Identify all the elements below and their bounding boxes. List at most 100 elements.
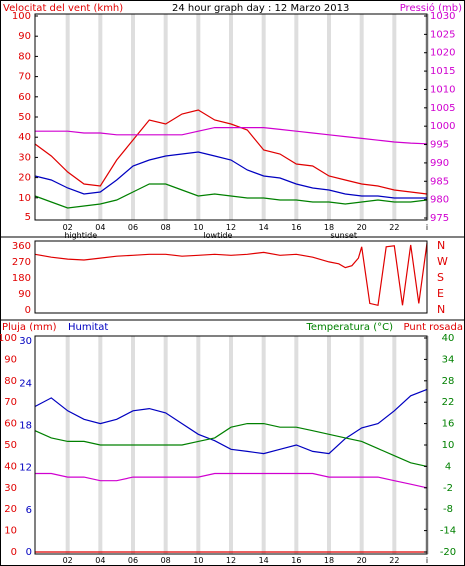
temp-tick-label: 40 (442, 333, 455, 344)
y2-tick-label: 985 (430, 176, 449, 187)
humidity-temperature-panel: 01020304050607080901000612182430-20-14-8… (0, 333, 456, 566)
humidity-tick-label: 18 (19, 421, 32, 432)
y-tick-label: 30 (18, 152, 31, 163)
temp-tick-label: 34 (442, 354, 455, 365)
series-line-minimum (34, 183, 428, 209)
y2-tick-label: 1010 (430, 84, 455, 95)
rain-tick-label: 60 (4, 419, 17, 430)
y2-tick-label: 1030 (430, 11, 455, 22)
series-lines (34, 109, 428, 209)
rain-axis-label: Pluja (mm) (2, 322, 57, 333)
x-tick-label: 20 (357, 223, 367, 232)
y2-tick-label: 990 (430, 158, 449, 169)
y-tick-label: 40 (18, 132, 31, 143)
x-tick-label: 22 (389, 223, 399, 232)
y-tick-label: 270 (12, 257, 31, 268)
series-line-punt-rosada (35, 472, 428, 489)
rain-tick-label: 70 (4, 397, 17, 408)
y-tick-label: 80 (18, 51, 31, 62)
grid-band (65, 14, 70, 220)
x-tick-label: 10 (193, 223, 203, 232)
grid-band (196, 336, 201, 554)
event-label-sunset: sunset (330, 564, 357, 566)
grid-band (65, 336, 70, 554)
grid-band (229, 14, 233, 220)
chart-title: 24 hour graph day : 12 Marzo 2013 (172, 3, 349, 14)
y2-tick-label: 1005 (430, 103, 455, 114)
series-line-temperatura-c- (34, 423, 428, 467)
x-tick-label: 04 (95, 556, 105, 565)
plot-frame (34, 335, 428, 555)
x-tick-label: 10 (193, 556, 203, 565)
grid-band (327, 336, 331, 554)
grid-band (196, 14, 201, 220)
grid-band (261, 14, 266, 220)
temp-tick-label: -14 (440, 526, 456, 537)
x-tick-label: 18 (324, 556, 334, 565)
grid-band (359, 336, 364, 554)
y2-tick-label: 1025 (430, 29, 455, 40)
x-tick-label: 16 (291, 556, 301, 565)
y-tick-label: 5 (25, 212, 31, 223)
plot-frame (34, 240, 428, 314)
rain-tick-label: 40 (4, 461, 17, 472)
y2-tick-label: S (437, 271, 444, 284)
humidity-tick-label: 24 (19, 378, 32, 389)
humidity-tick-label: 6 (26, 505, 32, 516)
y2-tick-label: N (437, 303, 445, 316)
temp-tick-label: 28 (442, 376, 455, 387)
x-tick-label: 12 (226, 223, 236, 232)
x-tick-label: i (426, 223, 428, 232)
grid-band (359, 14, 364, 220)
temp-tick-label: -20 (440, 547, 456, 558)
grid-band (163, 14, 168, 220)
grid-band (392, 14, 397, 220)
rain-tick-label: 100 (0, 333, 17, 344)
temp-tick-label: 10 (442, 440, 455, 451)
rain-tick-label: 10 (4, 526, 17, 537)
y-tick-label: 60 (18, 92, 31, 103)
x-tick-label: 16 (291, 223, 301, 232)
y2-tick-label: 975 (430, 213, 449, 224)
grid-band (131, 14, 135, 220)
temperature-axis-label: Temperatura (°C) (305, 322, 393, 333)
grid-band (229, 336, 233, 554)
y-tick-label: 70 (18, 72, 31, 83)
x-tick-label: 20 (357, 556, 367, 565)
grid-band (327, 14, 331, 220)
event-label-lowtide: lowtide (203, 231, 232, 240)
x-tick-label: 08 (161, 556, 171, 565)
series-line-gust (34, 109, 428, 195)
y2-tick-label: 995 (430, 140, 449, 151)
y-tick-label: 90 (18, 31, 31, 42)
series-line-humitat (34, 388, 428, 455)
x-tick-label: 04 (95, 223, 105, 232)
humidity-tick-label: 0 (26, 547, 32, 558)
humidity-tick-label: 12 (19, 463, 32, 474)
x-tick-label: 06 (128, 556, 138, 565)
x-tick-label: 14 (259, 556, 269, 565)
temp-tick-label: 22 (442, 397, 455, 408)
x-tick-label: 12 (226, 556, 236, 565)
y2-tick-label: 1015 (430, 66, 455, 77)
grid-band (261, 336, 266, 554)
humidity-tick-label: 30 (19, 336, 32, 347)
dewpoint-axis-label: Punt rosada (404, 322, 463, 333)
temp-tick-label: -2 (443, 483, 453, 494)
x-tick-label: i (426, 556, 428, 565)
y-tick-label: 360 (12, 241, 31, 252)
y2-tick-label: 1020 (430, 48, 455, 59)
y-tick-label: 20 (18, 173, 31, 184)
x-tick-label: 08 (161, 223, 171, 232)
plot-frame (34, 13, 428, 221)
series-line-wind-direction (34, 242, 428, 307)
event-label-sunset: sunset (330, 231, 357, 240)
y-tick-label: 90 (18, 289, 31, 300)
grid-band (98, 14, 103, 220)
